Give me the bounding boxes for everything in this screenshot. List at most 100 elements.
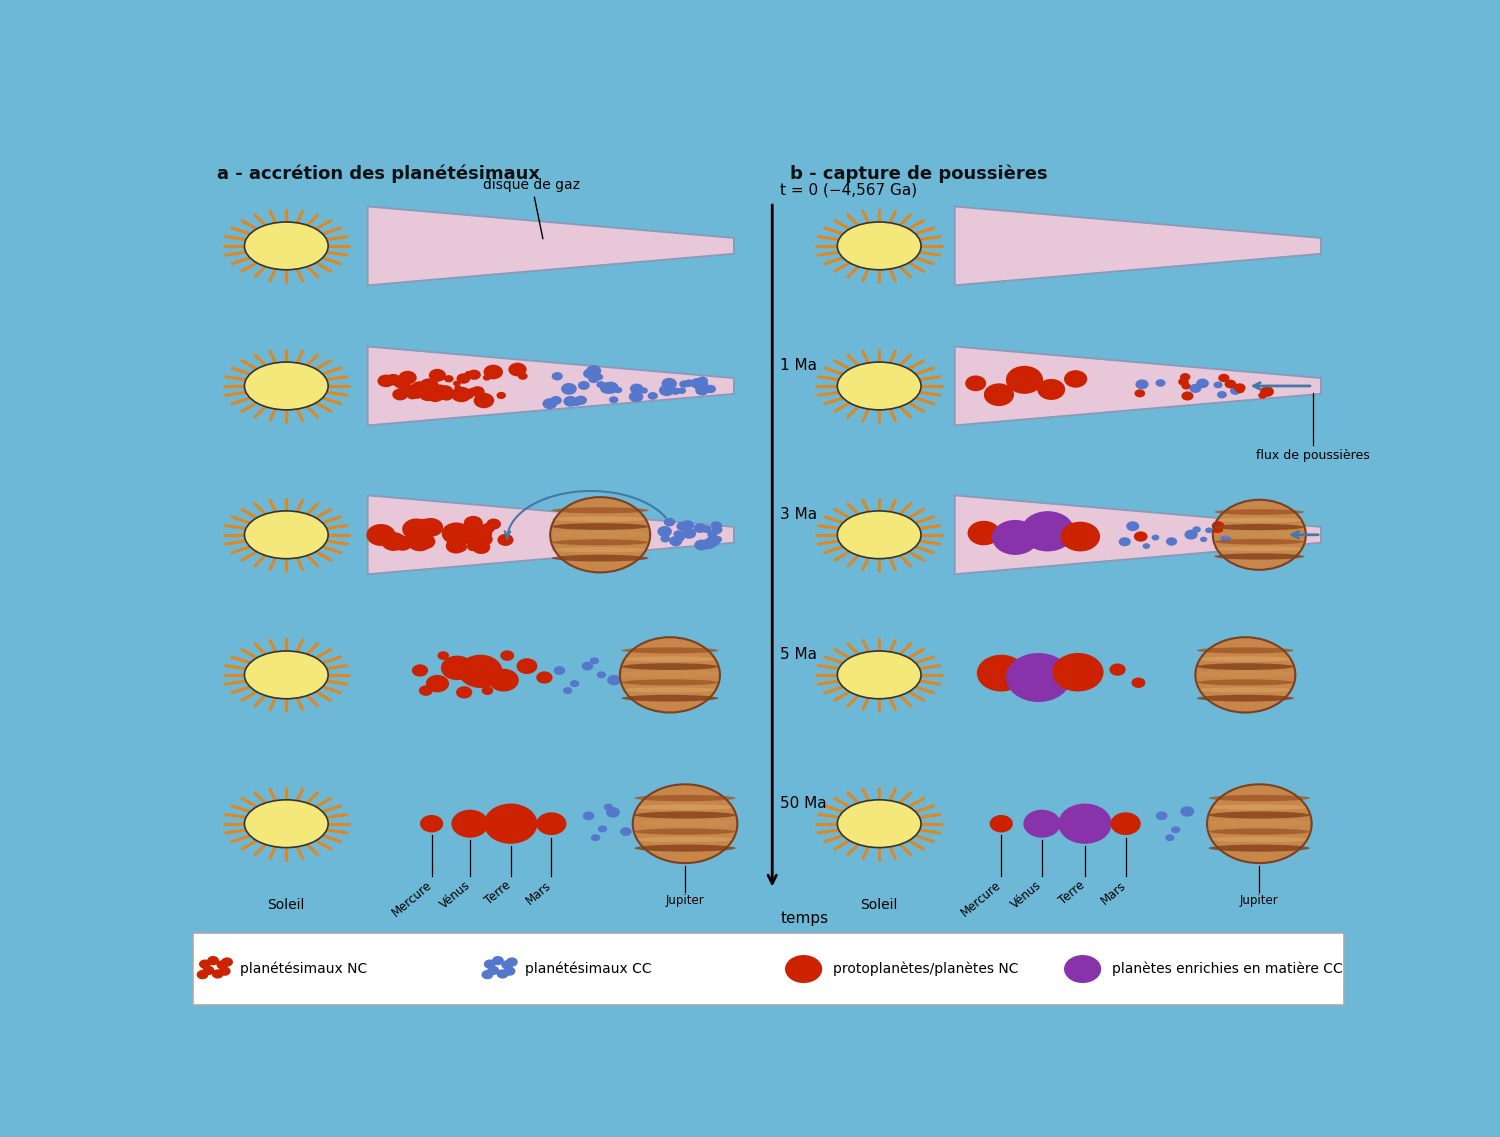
Circle shape bbox=[628, 391, 644, 402]
Ellipse shape bbox=[837, 652, 921, 699]
Text: 1 Ma: 1 Ma bbox=[780, 358, 818, 373]
Circle shape bbox=[590, 657, 598, 664]
Circle shape bbox=[1166, 835, 1174, 841]
Circle shape bbox=[690, 377, 705, 389]
Circle shape bbox=[452, 810, 489, 838]
Circle shape bbox=[468, 388, 476, 393]
Circle shape bbox=[411, 390, 423, 399]
Circle shape bbox=[430, 384, 448, 398]
Circle shape bbox=[456, 373, 471, 384]
Circle shape bbox=[614, 387, 622, 393]
Circle shape bbox=[1134, 531, 1148, 541]
Ellipse shape bbox=[552, 539, 648, 546]
Circle shape bbox=[453, 541, 466, 553]
Circle shape bbox=[603, 382, 618, 393]
Ellipse shape bbox=[552, 507, 648, 513]
Ellipse shape bbox=[244, 511, 328, 558]
Ellipse shape bbox=[1214, 517, 1305, 523]
Circle shape bbox=[393, 375, 411, 389]
Circle shape bbox=[714, 528, 722, 533]
Text: Mercure: Mercure bbox=[388, 879, 433, 920]
Text: flux de poussières: flux de poussières bbox=[1256, 449, 1370, 462]
Circle shape bbox=[992, 520, 1038, 555]
Ellipse shape bbox=[1197, 671, 1294, 678]
Circle shape bbox=[591, 835, 600, 841]
Circle shape bbox=[582, 812, 594, 820]
Circle shape bbox=[706, 536, 720, 546]
Circle shape bbox=[392, 536, 412, 550]
Circle shape bbox=[660, 536, 670, 542]
Circle shape bbox=[456, 687, 472, 698]
Text: 50 Ma: 50 Ma bbox=[780, 796, 826, 811]
Circle shape bbox=[411, 381, 429, 395]
Circle shape bbox=[680, 381, 688, 388]
Circle shape bbox=[657, 526, 672, 537]
Circle shape bbox=[594, 374, 603, 381]
Circle shape bbox=[419, 379, 440, 393]
Ellipse shape bbox=[244, 652, 328, 699]
Circle shape bbox=[453, 381, 460, 387]
Circle shape bbox=[1060, 522, 1100, 551]
Circle shape bbox=[464, 516, 483, 530]
Circle shape bbox=[1022, 512, 1074, 551]
Circle shape bbox=[537, 812, 567, 835]
Text: planétésimaux CC: planétésimaux CC bbox=[525, 962, 651, 977]
Circle shape bbox=[1119, 537, 1131, 546]
Circle shape bbox=[1178, 377, 1188, 385]
Circle shape bbox=[498, 534, 513, 546]
Circle shape bbox=[406, 532, 432, 551]
Text: Mars: Mars bbox=[524, 879, 554, 907]
Circle shape bbox=[1038, 379, 1065, 400]
Circle shape bbox=[404, 384, 418, 396]
Circle shape bbox=[406, 391, 418, 399]
Circle shape bbox=[543, 398, 556, 409]
Circle shape bbox=[784, 955, 822, 984]
Circle shape bbox=[680, 522, 690, 530]
Text: Terre: Terre bbox=[483, 879, 513, 907]
Circle shape bbox=[1110, 664, 1125, 675]
Ellipse shape bbox=[634, 795, 736, 802]
Circle shape bbox=[420, 815, 444, 832]
Text: a - accrétion des planétésimaux: a - accrétion des planétésimaux bbox=[216, 165, 540, 183]
Text: Mars: Mars bbox=[1098, 879, 1128, 907]
Circle shape bbox=[552, 372, 562, 381]
Circle shape bbox=[984, 383, 1014, 406]
Circle shape bbox=[675, 534, 686, 541]
Circle shape bbox=[1172, 827, 1180, 833]
Ellipse shape bbox=[244, 222, 328, 269]
Circle shape bbox=[468, 370, 482, 380]
Circle shape bbox=[639, 388, 648, 393]
Circle shape bbox=[1185, 530, 1197, 540]
Text: Jupiter: Jupiter bbox=[1240, 894, 1278, 906]
Circle shape bbox=[378, 374, 394, 388]
Polygon shape bbox=[954, 496, 1322, 574]
Circle shape bbox=[1152, 534, 1160, 540]
Circle shape bbox=[484, 804, 537, 844]
Circle shape bbox=[399, 385, 411, 395]
Circle shape bbox=[1126, 521, 1140, 531]
Circle shape bbox=[712, 536, 722, 542]
Circle shape bbox=[509, 363, 526, 376]
Circle shape bbox=[1204, 528, 1212, 533]
Circle shape bbox=[608, 675, 621, 686]
Circle shape bbox=[217, 961, 228, 969]
Text: Vénus: Vénus bbox=[436, 879, 472, 912]
Ellipse shape bbox=[1214, 524, 1305, 530]
Circle shape bbox=[1218, 374, 1230, 382]
Circle shape bbox=[669, 536, 682, 546]
Ellipse shape bbox=[1214, 539, 1305, 545]
Ellipse shape bbox=[620, 637, 720, 713]
Text: planétésimaux NC: planétésimaux NC bbox=[240, 962, 368, 977]
Circle shape bbox=[462, 529, 483, 545]
Circle shape bbox=[603, 804, 613, 811]
Circle shape bbox=[1258, 392, 1268, 399]
Circle shape bbox=[438, 652, 448, 659]
Circle shape bbox=[482, 523, 495, 533]
Circle shape bbox=[1200, 537, 1208, 542]
Circle shape bbox=[1260, 387, 1274, 397]
Text: Soleil: Soleil bbox=[861, 898, 898, 912]
Circle shape bbox=[1214, 382, 1222, 389]
Circle shape bbox=[976, 655, 1026, 691]
Circle shape bbox=[459, 655, 503, 688]
Polygon shape bbox=[954, 347, 1322, 425]
